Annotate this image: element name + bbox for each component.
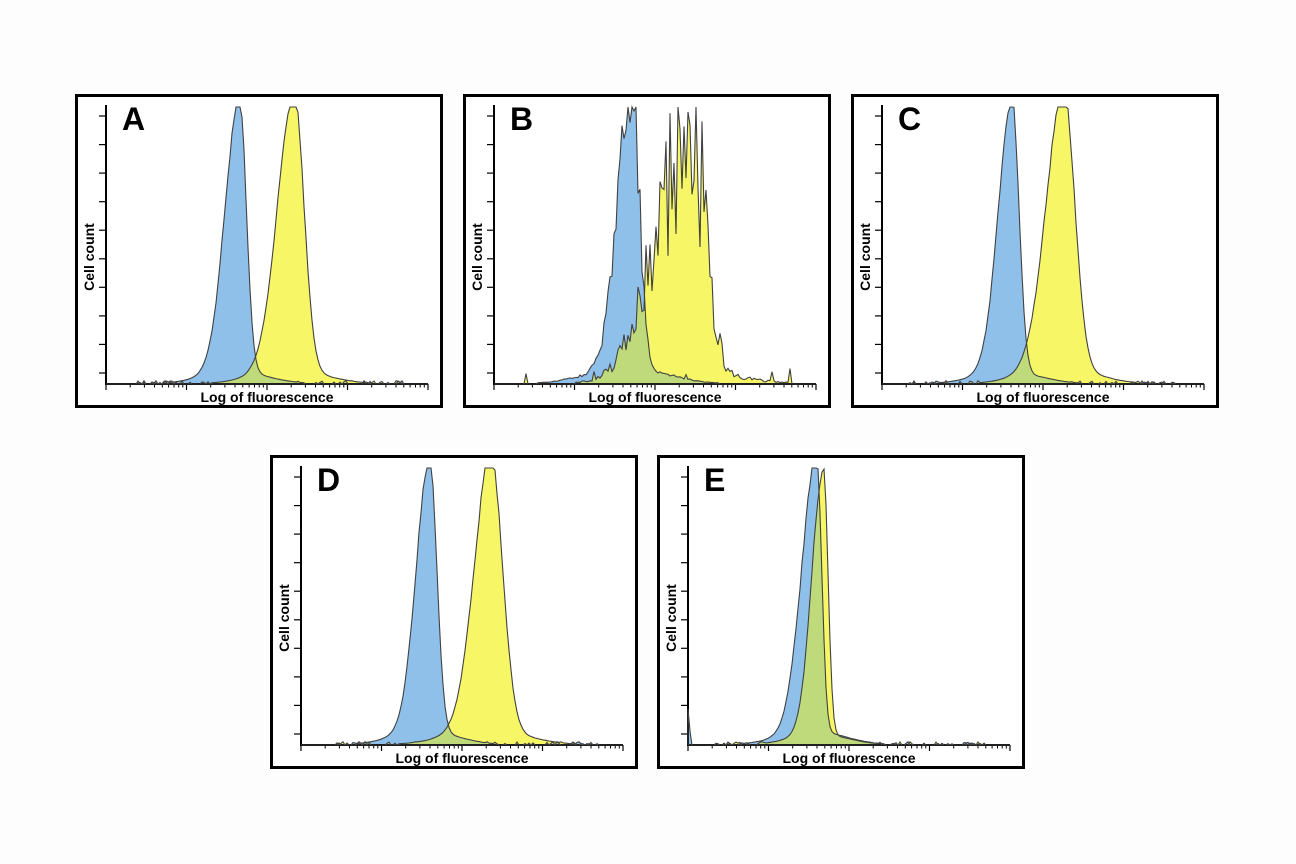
- panel-label-b: B: [510, 101, 534, 137]
- panel-label-d: D: [317, 462, 341, 498]
- y-axis-label: Cell count: [857, 223, 873, 291]
- panel-c: C Cell count Log of fluorescence: [851, 94, 1219, 408]
- x-axis-label: Log of fluorescence: [395, 750, 529, 766]
- histogram-plot-d: [294, 466, 624, 751]
- x-axis-label: Log of fluorescence: [782, 750, 916, 766]
- histogram-plot-e: [681, 466, 1011, 751]
- panel-a: A Cell count Log of fluorescence: [75, 94, 443, 408]
- x-axis-label: Log of fluorescence: [588, 389, 722, 405]
- y-axis-label: Cell count: [276, 584, 292, 652]
- panel-e: E Cell count Log of fluorescence: [657, 455, 1025, 769]
- panel-d: D Cell count Log of fluorescence: [270, 455, 638, 769]
- panel-label-a: A: [122, 101, 146, 137]
- x-axis-label: Log of fluorescence: [200, 389, 334, 405]
- y-axis-label: Cell count: [81, 223, 97, 291]
- histogram-plot-c: [875, 105, 1205, 390]
- x-axis-label: Log of fluorescence: [976, 389, 1110, 405]
- histogram-plot-a: [99, 105, 429, 390]
- panel-b: B Cell count Log of fluorescence: [463, 94, 831, 408]
- panel-label-c: C: [898, 101, 922, 137]
- panel-label-e: E: [704, 462, 726, 498]
- y-axis-label: Cell count: [469, 223, 485, 291]
- y-axis-label: Cell count: [663, 584, 679, 652]
- histogram-plot-b: [487, 105, 817, 390]
